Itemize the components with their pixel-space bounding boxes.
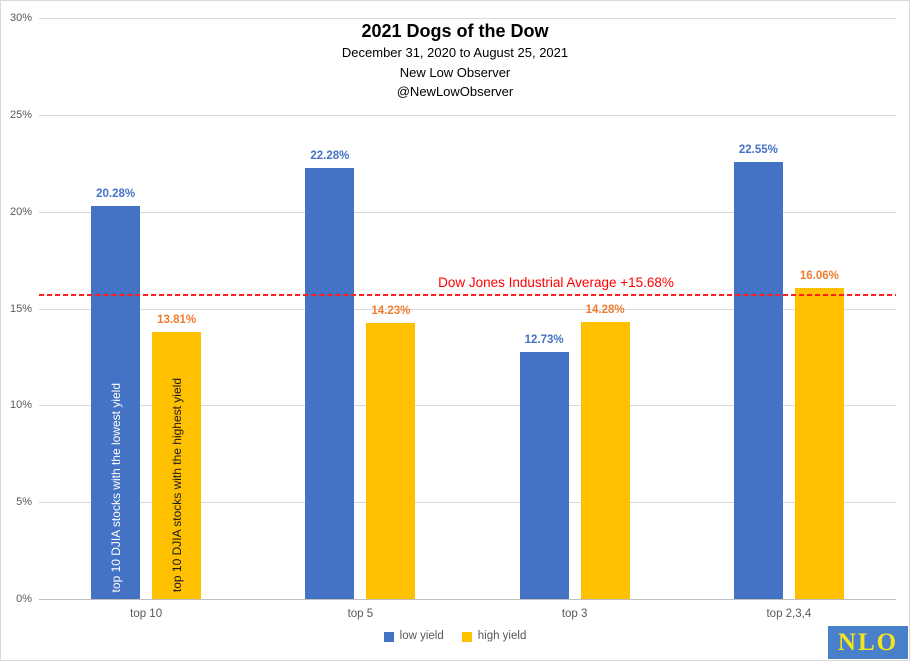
bar-high-yield-top-10: [152, 331, 202, 599]
x-axis-label-top-3: top 3: [561, 608, 588, 620]
gridline-15: [39, 308, 896, 310]
x-axis-label-top-2-3-4: top 2,3,4: [766, 608, 812, 620]
bar-high-yield-top-5: [366, 323, 416, 599]
legend-item-high-yield: high yield: [461, 630, 527, 643]
bar-low-yield-top-3: [519, 352, 569, 599]
x-axis-label-top-10: top 10: [130, 608, 163, 620]
chart-subtitle-handle: @NewLowObserver: [396, 84, 514, 99]
data-label: 12.73%: [524, 334, 564, 347]
legend-swatch-icon: [461, 631, 472, 642]
bar-annotation: top 10 DJIA stocks with the lowest yield: [108, 382, 123, 592]
data-label: 14.23%: [371, 305, 411, 318]
data-label: 14.28%: [585, 304, 625, 317]
legend-swatch-icon: [383, 631, 394, 642]
gridline-25: [39, 114, 896, 116]
legend-item-low-yield: low yield: [383, 630, 444, 643]
data-label: 16.06%: [799, 269, 839, 282]
gridline-30: [39, 18, 896, 19]
gridline-10: [39, 405, 896, 407]
y-axis-tick-25%: 25%: [9, 108, 32, 121]
y-axis-tick-15%: 15%: [9, 302, 32, 315]
data-label: 13.81%: [157, 313, 197, 326]
chart-subtitle-source: New Low Observer: [399, 64, 511, 80]
data-label: 22.28%: [310, 149, 350, 162]
bar-high-yield-top-2-3-4: [794, 287, 844, 599]
bar-low-yield-top-10: [91, 206, 141, 599]
x-axis-label-top-5: top 5: [347, 608, 374, 620]
legend-label: low yield: [399, 630, 444, 642]
y-axis-tick-10%: 10%: [9, 399, 32, 412]
bar-low-yield-top-5: [305, 167, 355, 599]
bar-annotation: top 10 DJIA stocks with the highest yiel…: [169, 377, 184, 592]
plot-area: 20.28% top 10 DJIA stocks with the lowest…: [39, 18, 896, 600]
bar-low-yield-top-2-3-4: [733, 162, 783, 599]
legend: low yield high yield: [1, 630, 909, 643]
gridline-5: [39, 502, 896, 504]
bar-high-yield-top-3: [580, 322, 630, 599]
y-axis-tick-20%: 20%: [9, 205, 32, 218]
nlo-logo-text: NLO: [837, 629, 899, 656]
y-axis-tick-5%: 5%: [16, 496, 32, 509]
data-label: 22.55%: [738, 144, 778, 157]
data-label: 20.28%: [96, 188, 136, 201]
legend-label: high yield: [477, 630, 527, 642]
reference-line: [39, 294, 896, 297]
chart-header: 2021 Dogs of the Dow December 31, 2020 t…: [1, 19, 909, 102]
chart-title: 2021 Dogs of the Dow: [361, 21, 549, 41]
chart-subtitle-dates: December 31, 2020 to August 25, 2021: [341, 45, 569, 60]
y-axis-tick-0%: 0%: [16, 593, 32, 605]
reference-line-label: Dow Jones Industrial Average +15.68%: [438, 275, 674, 291]
y-axis-tick-30%: 30%: [9, 12, 32, 24]
nlo-logo: NLO: [828, 626, 908, 659]
gridline-20: [39, 211, 896, 213]
